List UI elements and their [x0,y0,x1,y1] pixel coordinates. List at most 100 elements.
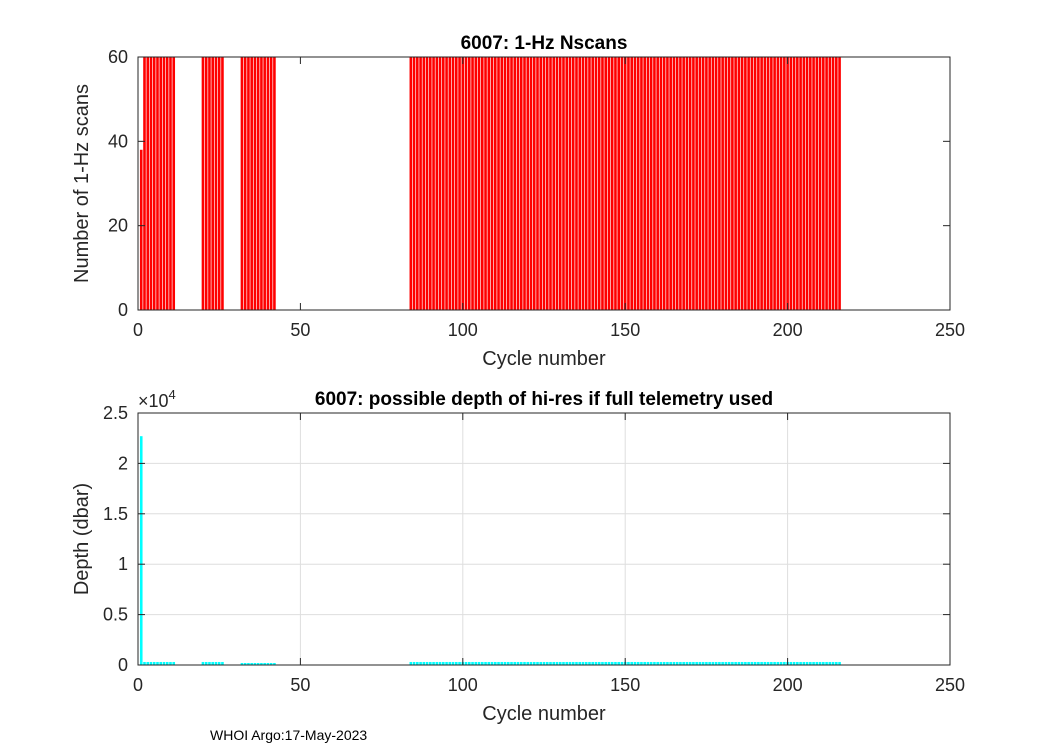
bar [139,149,143,310]
bar [549,57,552,310]
bar [662,661,666,665]
x-axis-label: Cycle number [482,348,606,370]
bar [770,57,773,310]
bar [253,662,257,665]
bar [562,57,565,310]
bar [721,57,724,310]
axes-box [137,412,951,666]
bar [269,662,273,665]
bar [497,661,500,665]
bar [552,57,556,310]
bar [831,661,835,665]
bar [584,57,588,310]
bar [831,57,835,310]
x-tick-label: 0 [133,675,143,695]
bar [607,661,611,665]
bar [539,661,543,665]
bar [497,57,500,310]
bar [718,57,721,310]
bar [532,661,536,665]
bar [812,57,815,310]
bar [429,57,432,310]
bar [542,661,546,665]
bar [669,661,672,665]
chart-title: 6007: 1-Hz Nscans [461,33,628,54]
bar [152,57,156,310]
bar [474,661,478,665]
bar [753,661,757,665]
bar [835,57,838,310]
bar [695,661,698,665]
y-tick-label: 20 [108,216,128,236]
bar [416,57,419,310]
bar [698,661,702,665]
bar [555,57,559,310]
bar [776,57,780,310]
bar [682,57,685,310]
bar [149,661,153,665]
bar [156,57,159,310]
y-axis-label: Number of 1-Hz scans [71,84,93,283]
bar [763,57,767,310]
bar [649,661,653,665]
bar [438,57,442,310]
bar [480,661,484,665]
bar [263,57,266,310]
bar [614,57,617,310]
bar [783,57,786,310]
bar [260,57,263,310]
bar [744,57,747,310]
bar [461,57,465,310]
bar [623,57,627,310]
bar [204,57,208,310]
bar [467,661,471,665]
bar [601,661,604,665]
bar [773,661,776,665]
bar [487,57,491,310]
bar [445,661,448,665]
bar [581,661,585,665]
bar [672,661,676,665]
x-tick-label: 150 [610,675,640,695]
bar [159,661,163,665]
bar [789,661,793,665]
bar [714,57,718,310]
bar [422,661,426,665]
bar [630,57,633,310]
bar [568,661,572,665]
bar [666,661,669,665]
bar [448,57,452,310]
bar [607,57,611,310]
bar [750,661,754,665]
bar [766,57,770,310]
bar [429,661,432,665]
bar [760,661,763,665]
bar [792,57,796,310]
bar [419,57,422,310]
x-tick-label: 250 [935,320,965,340]
bar [792,661,796,665]
bar [529,57,533,310]
bar [734,661,737,665]
bar [493,57,497,310]
bar [594,661,598,665]
bar [558,57,562,310]
bar [211,57,215,310]
bar [152,661,156,665]
bar [828,57,832,310]
bar [575,57,578,310]
bar [692,57,695,310]
bar [633,57,637,310]
bar [165,661,169,665]
bar [776,661,780,665]
bar [731,661,734,665]
y-tick-label: 40 [108,131,128,151]
bar [256,57,260,310]
bar [656,661,659,665]
bar [610,661,614,665]
bar [500,661,504,665]
bar [734,57,737,310]
bar [708,57,711,310]
y-tick-label: 0.5 [103,605,128,625]
bar [442,57,445,310]
